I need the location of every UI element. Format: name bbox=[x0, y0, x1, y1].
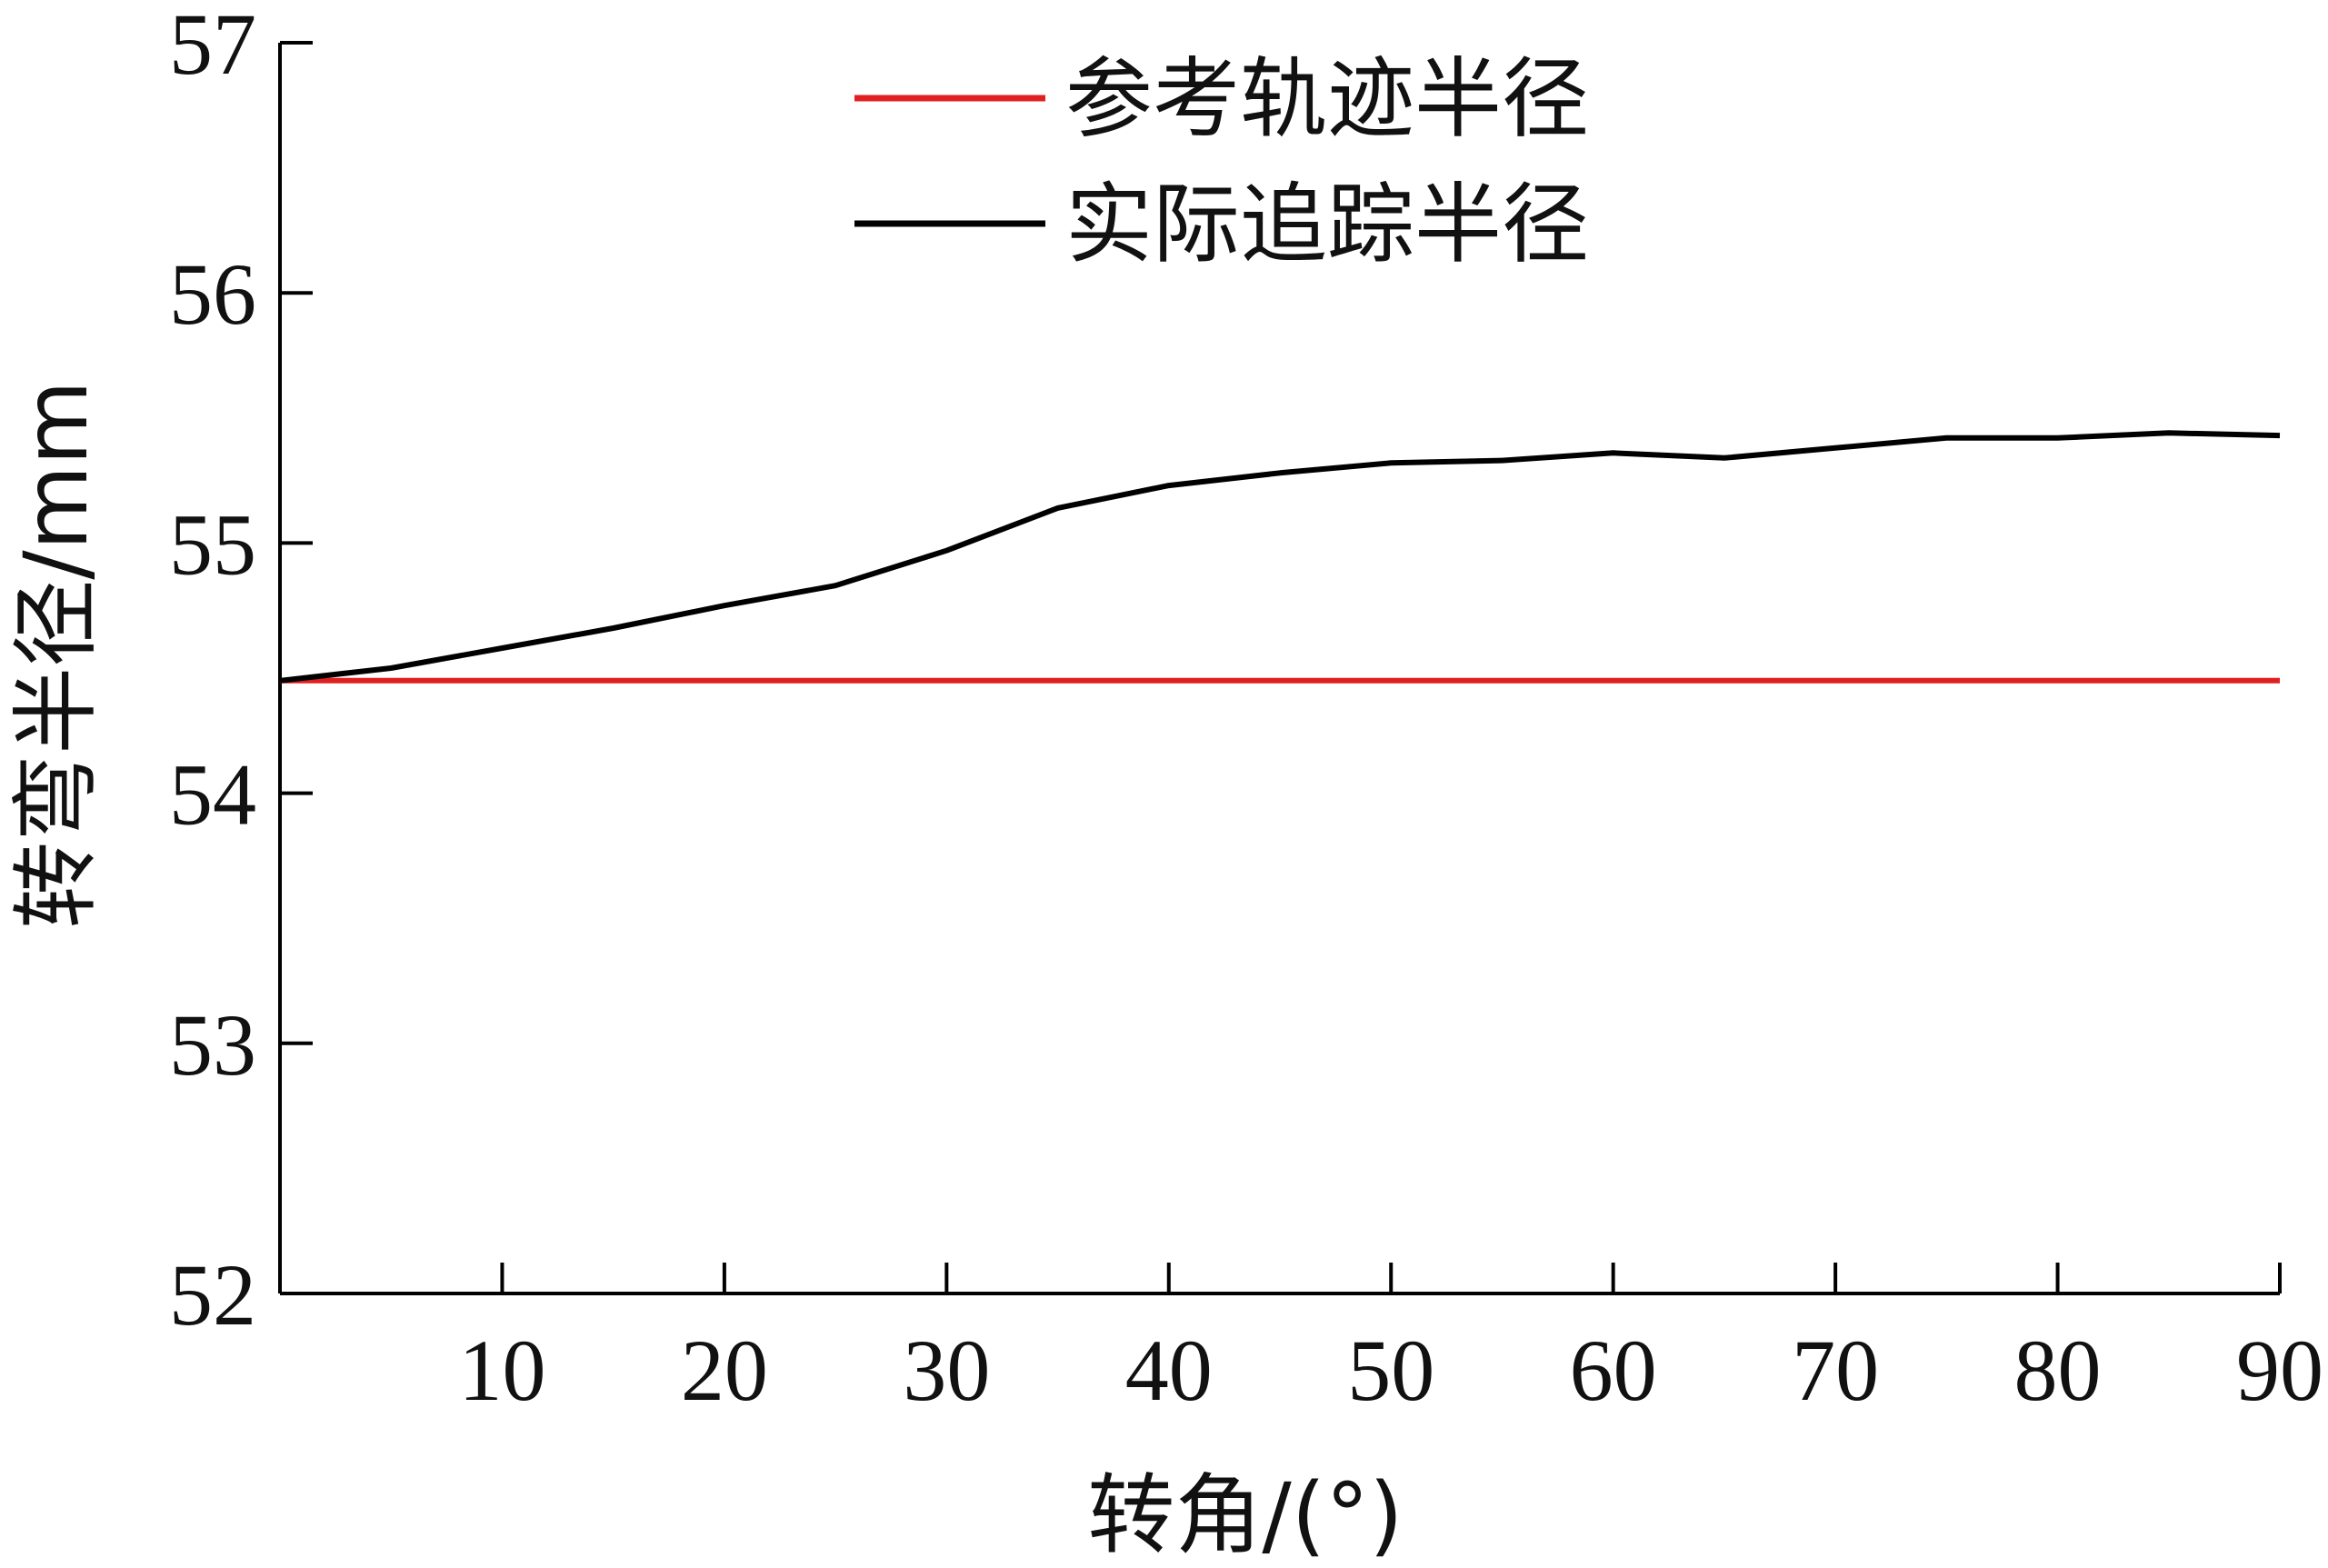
x-tick-label: 30 bbox=[903, 1322, 990, 1419]
y-tick-label: 54 bbox=[169, 746, 256, 844]
axes bbox=[278, 43, 2280, 1295]
x-tick-label: 50 bbox=[1347, 1322, 1434, 1419]
x-tick-label: 20 bbox=[681, 1322, 768, 1419]
x-tick-label: 70 bbox=[1792, 1322, 1879, 1419]
series-line-2 bbox=[279, 430, 2281, 684]
x-tick-label: 90 bbox=[2236, 1322, 2323, 1419]
y-tick-label: 56 bbox=[169, 245, 256, 343]
x-tick-label: 80 bbox=[2014, 1322, 2102, 1419]
y-axis-title: 转弯半径/mm bbox=[5, 380, 107, 928]
y-tick-label: 57 bbox=[169, 0, 256, 93]
x-axis-title: 转角/(°) bbox=[1087, 1464, 1403, 1566]
legend-label-2: 实际追踪半径 bbox=[1065, 174, 1589, 275]
x-axis-ticks: 10 20 30 40 50 60 70 80 90 bbox=[458, 1263, 2323, 1419]
y-tick-label: 55 bbox=[169, 495, 256, 593]
legend-label-1: 参考轨迹半径 bbox=[1065, 48, 1589, 150]
x-tick-label: 10 bbox=[458, 1322, 545, 1419]
y-tick-label: 53 bbox=[169, 996, 256, 1094]
x-tick-label: 60 bbox=[1570, 1322, 1657, 1419]
y-axis-ticks: 52 53 54 55 56 57 bbox=[169, 0, 313, 1343]
x-tick-label: 40 bbox=[1125, 1322, 1213, 1419]
y-tick-label: 52 bbox=[169, 1246, 256, 1343]
series-layer bbox=[279, 430, 2281, 684]
